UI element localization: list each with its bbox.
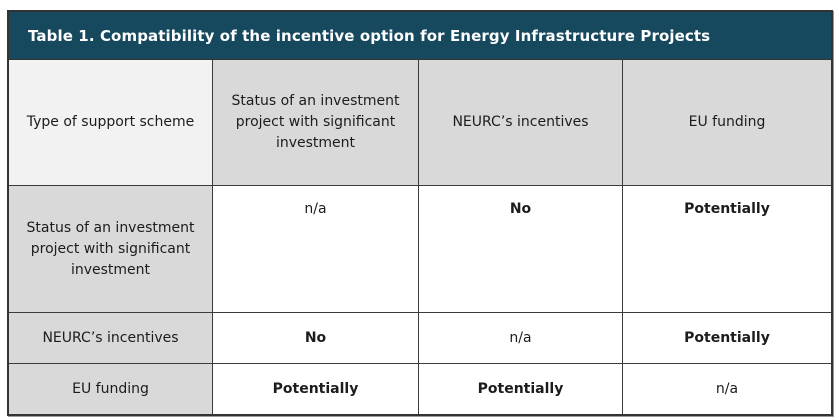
row-header-neurc-incentives: NEURC’s incentives <box>9 313 213 363</box>
cell-value: Potentially <box>477 380 564 397</box>
column-header-label: NEURC’s incentives <box>452 114 589 130</box>
compatibility-table: Table 1. Compatibility of the incentive … <box>7 10 833 416</box>
row-header-eu-funding: EU funding <box>9 364 213 414</box>
column-header-eu-funding: EU funding <box>623 60 831 185</box>
cell-value: Potentially <box>272 380 359 397</box>
column-header-label: Type of support scheme <box>26 114 195 130</box>
column-header-status-investment-project: Status of an investment project with sig… <box>213 60 419 185</box>
column-header-neurc-incentives: NEURC’s incentives <box>419 60 623 185</box>
cell-value: n/a <box>509 329 532 346</box>
table-row-neurc-incentives: NEURC’s incentives No n/a Potentially <box>9 313 831 364</box>
table-title: Table 1. Compatibility of the incentive … <box>28 26 711 45</box>
table-cell: No <box>213 313 419 363</box>
table-cell: Potentially <box>623 186 831 312</box>
cell-value: n/a <box>304 201 327 217</box>
column-header-label: Status of an investment project with sig… <box>231 93 400 151</box>
table-title-bar: Table 1. Compatibility of the incentive … <box>9 12 831 60</box>
row-header-label: EU funding <box>72 380 149 397</box>
table-cell: Potentially <box>213 364 419 414</box>
cell-value: No <box>509 201 532 217</box>
cell-value: n/a <box>715 380 739 397</box>
row-header-status-investment-project: Status of an investment project with sig… <box>9 186 213 312</box>
cell-value: No <box>304 329 327 346</box>
table-cell: Potentially <box>419 364 623 414</box>
column-header-type-of-support-scheme: Type of support scheme <box>9 60 213 185</box>
table-row-status-investment-project: Status of an investment project with sig… <box>9 186 831 313</box>
table-cell: Potentially <box>623 313 831 363</box>
cell-value: Potentially <box>684 201 770 217</box>
table-cell: n/a <box>419 313 623 363</box>
table-cell: n/a <box>213 186 419 312</box>
column-header-label: EU funding <box>688 114 766 130</box>
cell-value: Potentially <box>684 329 770 346</box>
row-header-label: NEURC’s incentives <box>42 329 179 346</box>
column-header-row: Type of support scheme Status of an inve… <box>9 60 831 186</box>
table-row-eu-funding: EU funding Potentially Potentially n/a <box>9 364 831 414</box>
table-cell: No <box>419 186 623 312</box>
table-cell: n/a <box>623 364 831 414</box>
row-header-label: Status of an investment project with sig… <box>26 219 195 278</box>
